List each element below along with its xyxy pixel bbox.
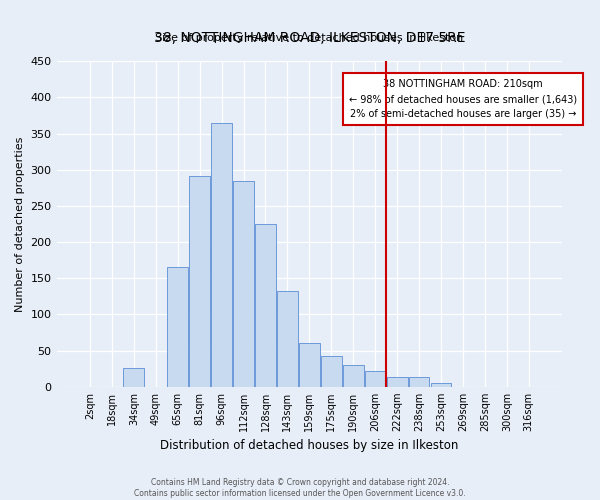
- Bar: [299, 344, 320, 387]
- Y-axis label: Number of detached properties: Number of detached properties: [15, 136, 25, 312]
- Bar: [189, 176, 210, 387]
- Bar: [387, 378, 407, 387]
- Bar: [167, 268, 188, 387]
- Bar: [321, 356, 342, 387]
- Bar: [431, 383, 451, 387]
- Bar: [255, 224, 276, 387]
- Bar: [211, 122, 232, 387]
- Text: Contains HM Land Registry data © Crown copyright and database right 2024.
Contai: Contains HM Land Registry data © Crown c…: [134, 478, 466, 498]
- Bar: [409, 378, 430, 387]
- Bar: [233, 180, 254, 387]
- Text: Size of property relative to detached houses in Ilkeston: Size of property relative to detached ho…: [155, 34, 463, 43]
- Bar: [124, 368, 144, 387]
- Bar: [277, 290, 298, 387]
- Text: 38 NOTTINGHAM ROAD: 210sqm
← 98% of detached houses are smaller (1,643)
2% of se: 38 NOTTINGHAM ROAD: 210sqm ← 98% of deta…: [349, 80, 577, 119]
- Bar: [343, 365, 364, 387]
- Title: 38, NOTTINGHAM ROAD, ILKESTON, DE7 5RE: 38, NOTTINGHAM ROAD, ILKESTON, DE7 5RE: [154, 30, 465, 44]
- Bar: [365, 371, 386, 387]
- X-axis label: Distribution of detached houses by size in Ilkeston: Distribution of detached houses by size …: [160, 440, 458, 452]
